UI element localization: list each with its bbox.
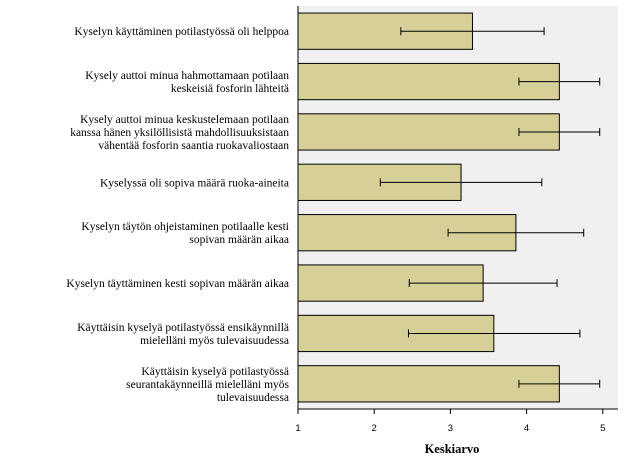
category-label: Kyselyn käyttäminen potilastyössä oli he… xyxy=(74,26,289,38)
error-bar xyxy=(400,27,545,36)
error-bars-group xyxy=(379,27,601,388)
x-tick-label: 5 xyxy=(600,423,605,434)
category-label: Kysely auttoi minua keskustelemaan potil… xyxy=(70,114,289,152)
bar xyxy=(297,62,560,101)
error-bar xyxy=(379,178,543,187)
error-bar xyxy=(407,329,581,338)
error-bar xyxy=(518,77,601,86)
category-label: Kysely auttoi minua hahmottamaan potilaa… xyxy=(85,70,289,95)
x-ticks-group: 1 2 3 4 5 xyxy=(295,409,605,434)
error-bar xyxy=(518,379,601,388)
error-bar xyxy=(447,228,585,237)
x-tick-label: 3 xyxy=(448,423,453,434)
x-tick-label: 4 xyxy=(524,423,529,434)
error-bar xyxy=(408,279,558,288)
category-labels-group: Kyselyn käyttäminen potilastyössä oli he… xyxy=(66,26,289,404)
category-label: Käyttäisin kyselyä potilastyössä seuranta… xyxy=(126,366,289,404)
x-tick-label: 1 xyxy=(295,423,300,434)
category-label: Kyselyn täytön ohjeistaminen potilaalle … xyxy=(81,221,289,246)
x-axis-title: Keskiarvo xyxy=(425,442,480,456)
category-label: Käyttäisin kyselyä potilastyössä ensikäy… xyxy=(77,322,289,347)
x-tick-label: 2 xyxy=(372,423,377,434)
error-bar xyxy=(518,127,601,136)
category-label: Kyselyssä oli sopiva määrä ruoka-aineita xyxy=(100,177,289,189)
category-label: Kyselyn täyttäminen kesti sopivan määrän… xyxy=(66,278,289,290)
bar xyxy=(297,113,560,151)
